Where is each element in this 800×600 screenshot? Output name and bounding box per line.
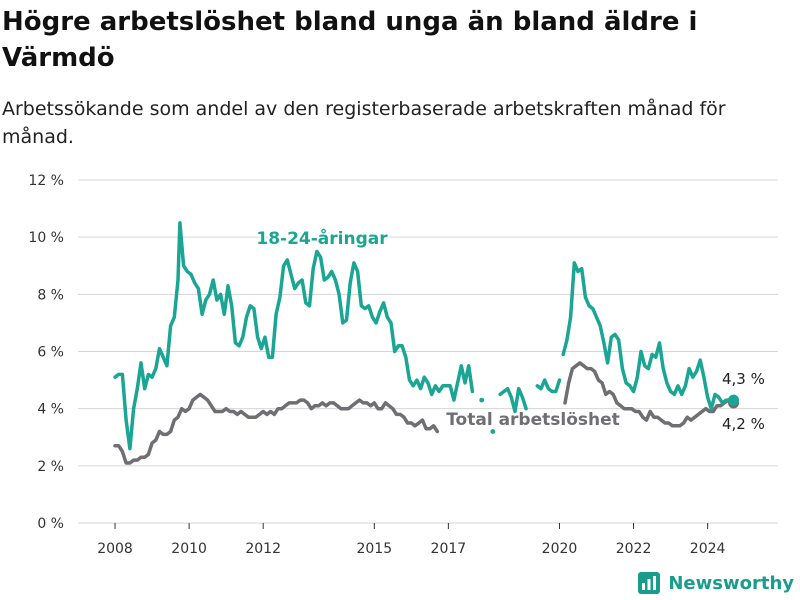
end-label-youth: 4,3 % xyxy=(722,370,765,388)
y-tick-label: 10 % xyxy=(28,230,64,246)
x-tick-label: 2008 xyxy=(97,541,133,557)
bar-chart-logo-icon xyxy=(638,572,661,594)
y-tick-label: 2 % xyxy=(37,459,64,475)
chart-title: Högre arbetslöshet bland unga än bland ä… xyxy=(2,7,698,73)
series-point xyxy=(479,397,485,403)
series-line xyxy=(563,361,736,428)
x-tick-label: 2015 xyxy=(356,541,392,557)
series-line xyxy=(113,392,440,465)
y-tick-label: 8 % xyxy=(37,287,64,303)
y-tick-label: 12 % xyxy=(28,173,64,189)
x-tick-label: 2024 xyxy=(690,541,726,557)
y-tick-label: 6 % xyxy=(37,345,64,361)
chart-subtitle: Arbetssökande som andel av den registerb… xyxy=(2,98,726,148)
end-label-total: 4,2 % xyxy=(722,415,765,433)
series-line xyxy=(498,386,528,414)
x-tick-label: 2017 xyxy=(431,541,467,557)
series-line xyxy=(113,221,475,451)
series-line xyxy=(535,378,562,394)
series-end-marker xyxy=(728,394,740,406)
x-tick-label: 2010 xyxy=(171,541,207,557)
labels: 0 % 2 % 4 % 6 % 8 % 10 % 12 % 2008 2010 2012 2015 2… xyxy=(28,173,766,557)
y-tick-label: 0 % xyxy=(37,516,64,532)
x-tick-label: 2022 xyxy=(616,541,652,557)
series-lines xyxy=(113,221,740,465)
x-tick-label: 2012 xyxy=(245,541,281,557)
series-line xyxy=(561,261,736,411)
series-label-youth: 18-24-åringar xyxy=(256,227,388,249)
series-point xyxy=(490,429,496,434)
series-label-total: Total arbetslöshet xyxy=(446,410,620,430)
grid xyxy=(78,179,778,529)
brand-name: Newsworthy xyxy=(668,572,794,594)
newsworthy-brand: Newsworthy xyxy=(638,572,794,594)
x-tick-label: 2020 xyxy=(542,541,578,557)
y-tick-label: 4 % xyxy=(37,402,64,418)
